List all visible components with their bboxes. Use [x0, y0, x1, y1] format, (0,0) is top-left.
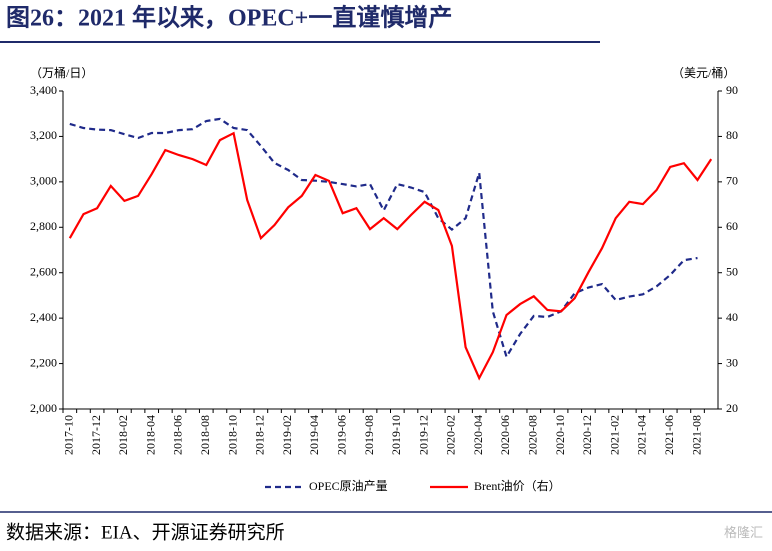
y-tick-label: 3,400 [30, 83, 57, 97]
x-tick-label: 2018-08 [198, 415, 212, 455]
x-tick-label: 2019-10 [389, 415, 403, 455]
legend-label: OPEC原油产量 [309, 479, 388, 493]
y-tick-label: 2,600 [30, 264, 57, 278]
y-axis-label: （万桶/日） [30, 65, 93, 80]
x-tick-label: 2018-10 [225, 415, 239, 455]
y2-tick-label: 70 [726, 174, 738, 188]
y-tick-label: 2,800 [30, 219, 57, 233]
y2-tick-label: 30 [726, 355, 738, 369]
x-tick-label: 2019-12 [416, 415, 430, 455]
y2-tick-label: 60 [726, 219, 738, 233]
y2-tick-label: 50 [726, 264, 738, 278]
x-tick-label: 2017-12 [89, 415, 103, 455]
y-tick-label: 2,200 [30, 355, 57, 369]
x-tick-label: 2018-02 [116, 415, 130, 455]
x-tick-label: 2020-02 [444, 415, 458, 455]
y2-axis-label: （美元/桶） [672, 65, 735, 80]
x-tick-label: 2018-06 [171, 415, 185, 455]
x-tick-label: 2020-04 [471, 415, 485, 455]
x-tick-label: 2017-10 [62, 415, 76, 455]
legend-label: Brent油价（右） [474, 478, 561, 493]
x-tick-label: 2018-04 [143, 415, 157, 455]
y-tick-label: 2,000 [30, 401, 57, 415]
x-tick-label: 2020-12 [580, 415, 594, 455]
watermark: 格隆汇 [724, 525, 763, 540]
x-tick-label: 2021-04 [635, 415, 649, 455]
y-tick-label: 3,200 [30, 128, 57, 142]
y2-tick-label: 40 [726, 310, 738, 324]
x-tick-label: 2019-04 [307, 415, 321, 455]
chart-title: 图26：2021 年以来，OPEC+一直谨慎增产 [6, 4, 452, 32]
x-tick-label: 2019-08 [362, 415, 376, 455]
series-line [68, 131, 713, 381]
x-tick-label: 2019-02 [280, 415, 294, 455]
x-tick-label: 2020-08 [526, 415, 540, 455]
x-tick-label: 2018-12 [253, 415, 267, 455]
y2-tick-label: 80 [726, 128, 738, 142]
source: 数据来源：EIA、开源证券研究所 [6, 521, 285, 543]
y-tick-label: 3,000 [30, 174, 57, 188]
x-tick-label: 2021-08 [689, 415, 703, 455]
x-tick-label: 2020-06 [498, 415, 512, 455]
y-tick-label: 2,400 [30, 310, 57, 324]
y2-tick-label: 90 [726, 83, 738, 97]
x-tick-label: 2020-10 [553, 415, 567, 455]
x-tick-label: 2019-06 [334, 415, 348, 455]
x-tick-label: 2021-06 [662, 415, 676, 455]
x-tick-label: 2021-02 [607, 415, 621, 455]
y2-tick-label: 20 [726, 401, 738, 415]
